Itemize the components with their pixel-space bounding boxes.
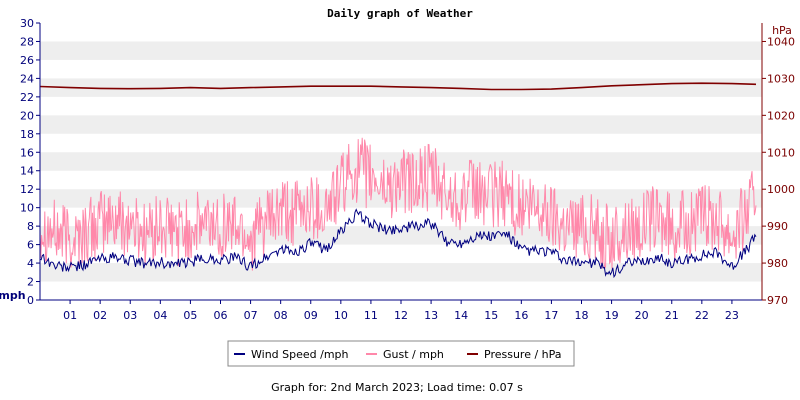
left-tick-label: 0 (27, 294, 34, 307)
left-tick-label: 26 (20, 54, 34, 67)
left-tick-label: 28 (20, 35, 34, 48)
x-tick-label: 21 (665, 309, 679, 322)
x-tick-label: 23 (725, 309, 739, 322)
legend-entry: Wind Speed /mph (251, 348, 349, 361)
x-tick-label: 06 (214, 309, 228, 322)
left-tick-label: 12 (20, 183, 34, 196)
x-tick-label: 04 (153, 309, 167, 322)
x-tick-label: 10 (334, 309, 348, 322)
left-tick-label: 18 (20, 128, 34, 141)
chart-title: Daily graph of Weather (327, 7, 473, 20)
x-tick-label: 15 (484, 309, 498, 322)
grid-band (40, 263, 762, 282)
x-tick-label: 16 (514, 309, 528, 322)
left-tick-label: 2 (27, 276, 34, 289)
x-tick-label: 14 (454, 309, 468, 322)
x-tick-label: 08 (274, 309, 288, 322)
x-tick-label: 02 (93, 309, 107, 322)
x-tick-label: 17 (544, 309, 558, 322)
left-tick-label: 24 (20, 72, 34, 85)
left-tick-label: 4 (27, 257, 34, 270)
left-tick-label: 20 (20, 109, 34, 122)
legend-box (227, 340, 575, 367)
x-tick-label: 22 (695, 309, 709, 322)
right-tick-label: 1040 (767, 35, 795, 48)
legend: Wind Speed /mph Gust / mph Pressure / hPa (227, 340, 575, 367)
x-tick-label: 09 (304, 309, 318, 322)
x-tick-label: 13 (424, 309, 438, 322)
x-tick-label: 19 (605, 309, 619, 322)
left-tick-label: 16 (20, 146, 34, 159)
gust-series-line (39, 137, 757, 271)
legend-entry: Gust / mph (383, 348, 444, 361)
grid-band (40, 41, 762, 60)
series-layer (39, 82, 757, 279)
right-tick-label: 990 (767, 220, 788, 233)
x-tick-label: 12 (394, 309, 408, 322)
left-tick-label: 22 (20, 91, 34, 104)
x-tick-label: 01 (63, 309, 77, 322)
grid-band (40, 115, 762, 134)
right-tick-label: 1010 (767, 146, 795, 159)
legend-entry: Pressure / hPa (484, 348, 562, 361)
left-tick-label: 6 (27, 239, 34, 252)
x-tick-label: 20 (635, 309, 649, 322)
right-tick-label: 980 (767, 257, 788, 270)
left-axis-label: mph (0, 289, 26, 302)
x-tick-label: 05 (183, 309, 197, 322)
grid-bands (40, 23, 762, 300)
x-tick-label: 18 (575, 309, 589, 322)
right-axis-label: hPa (772, 24, 792, 37)
right-tick-label: 1000 (767, 183, 795, 196)
right-tick-label: 1030 (767, 72, 795, 85)
left-tick-label: 14 (20, 165, 34, 178)
axes-layer: 0246810121416182022242628309709809901000… (20, 17, 795, 322)
right-tick-label: 1020 (767, 109, 795, 122)
x-tick-label: 03 (123, 309, 137, 322)
x-tick-label: 07 (244, 309, 258, 322)
left-tick-label: 8 (27, 220, 34, 233)
footer-status: Graph for: 2nd March 2023; Load time: 0.… (271, 381, 523, 394)
wind-speed-series-line (39, 208, 757, 279)
right-tick-label: 970 (767, 294, 788, 307)
left-tick-label: 30 (20, 17, 34, 30)
pressure-series-line (39, 82, 757, 91)
left-tick-label: 10 (20, 202, 34, 215)
x-tick-label: 11 (364, 309, 378, 322)
